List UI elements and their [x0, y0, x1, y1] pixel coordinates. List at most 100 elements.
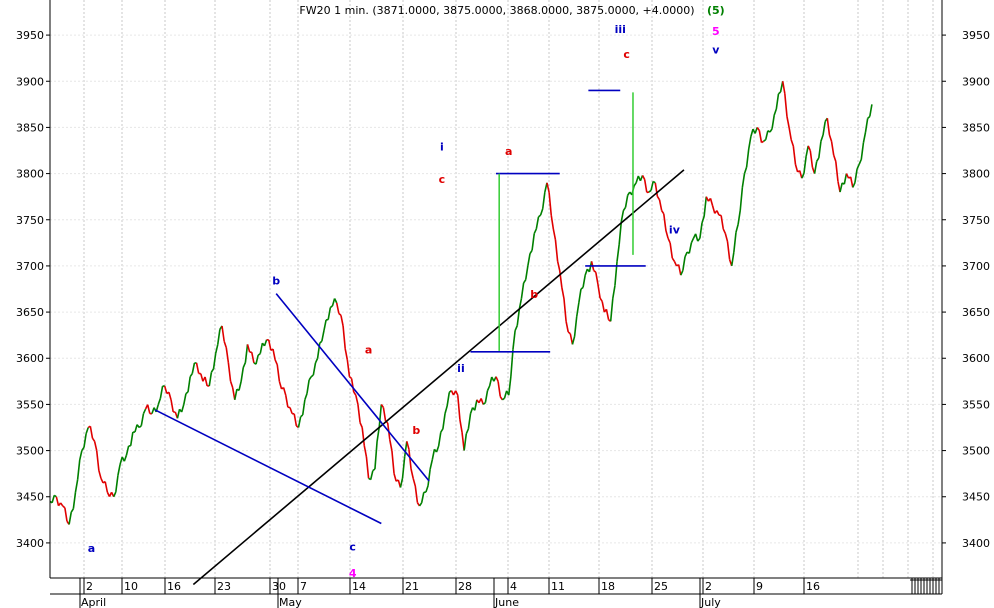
price-segment [682, 256, 686, 271]
price-segment [223, 340, 228, 348]
price-segment [756, 126, 761, 132]
x-tick-label: 28 [458, 580, 472, 593]
price-segment [168, 392, 172, 401]
price-segment [750, 128, 754, 137]
price-segment [129, 431, 134, 446]
y-tick-label: 3750 [962, 214, 990, 227]
price-segment [427, 469, 431, 486]
price-segment [575, 302, 580, 317]
price-segment [558, 270, 563, 288]
wave-label: b [530, 288, 538, 301]
price-segment [763, 139, 767, 142]
price-segment [308, 376, 312, 381]
price-segment [465, 428, 470, 435]
price-segment [854, 168, 858, 183]
price-segment [620, 210, 625, 222]
price-segment [403, 441, 408, 457]
price-segment [858, 159, 863, 165]
wave-label: 4 [349, 567, 357, 580]
price-segment [652, 180, 656, 184]
price-segment [89, 426, 94, 439]
price-segment [688, 242, 693, 254]
x-tick-label: 16 [167, 580, 181, 593]
y-tick-label: 3550 [962, 398, 990, 411]
y-tick-label: 3900 [962, 75, 990, 88]
price-segment [488, 376, 493, 387]
y-tick-label: 3950 [16, 29, 44, 42]
y-tick-label: 3800 [962, 168, 990, 181]
price-segment [157, 397, 162, 405]
price-segment [431, 449, 436, 460]
price-segment [803, 156, 807, 174]
price-segment [267, 339, 272, 351]
price-segment [70, 508, 75, 513]
wave-label: a [365, 344, 372, 357]
price-segment [473, 399, 478, 411]
price-segment [327, 307, 332, 320]
price-segment [229, 380, 234, 388]
price-segment [68, 512, 73, 525]
x-tick-label: 9 [756, 580, 763, 593]
price-segment [703, 196, 708, 217]
price-segment [518, 298, 523, 310]
x-tick-label: 2 [86, 580, 93, 593]
x-tick-label: 10 [124, 580, 138, 593]
y-tick-label: 3700 [962, 260, 990, 273]
price-segment [200, 373, 204, 382]
y-tick-label: 3500 [16, 445, 44, 458]
price-segment [512, 330, 516, 350]
price-segment [117, 464, 121, 476]
price-segment [699, 222, 703, 239]
price-segment [240, 367, 245, 382]
wave-label: v [712, 44, 720, 57]
price-segment [363, 445, 368, 458]
price-segment [446, 392, 451, 407]
price-segment [284, 395, 289, 408]
price-segment [507, 376, 512, 396]
price-segment [444, 405, 448, 414]
price-segment [546, 182, 550, 193]
price-segment [720, 215, 725, 230]
price-segment [605, 309, 610, 320]
price-segment [112, 491, 117, 498]
price-segment [735, 224, 739, 233]
x-tick-label: 2 [705, 580, 712, 593]
price-segment [346, 359, 351, 377]
price-segment [323, 319, 327, 331]
price-segment [414, 485, 419, 503]
price-segment [816, 157, 820, 162]
price-segment [616, 244, 620, 262]
wave-label: c [623, 48, 630, 61]
price-segment [389, 439, 393, 451]
price-segment [338, 312, 342, 316]
x-tick-label: 30 [272, 580, 286, 593]
price-segment [263, 339, 268, 347]
price-segment [767, 130, 771, 133]
price-segment [869, 104, 873, 117]
price-segment [486, 385, 491, 391]
price-segment [612, 285, 616, 299]
price-segment [297, 416, 302, 428]
price-segment [195, 362, 200, 374]
price-segment [81, 446, 85, 452]
price-segment [745, 148, 750, 168]
price-segment [801, 173, 805, 179]
price-segment [440, 428, 444, 433]
price-segment [582, 275, 586, 288]
y-tick-label: 3950 [962, 29, 990, 42]
wave-label: c [349, 540, 356, 553]
price-segment [501, 397, 505, 401]
price-segment [618, 221, 623, 245]
wave-label: i [440, 141, 444, 154]
price-segment [91, 437, 96, 442]
price-segment [777, 91, 782, 95]
price-segment [711, 205, 716, 214]
price-segment [662, 213, 667, 231]
wave-label: 5 [712, 25, 720, 38]
price-segment [524, 265, 529, 280]
price-segment [820, 134, 824, 142]
price-segment [537, 214, 542, 218]
price-segment [552, 228, 557, 241]
price-segment [350, 378, 355, 393]
y-tick-label: 3850 [16, 121, 44, 134]
